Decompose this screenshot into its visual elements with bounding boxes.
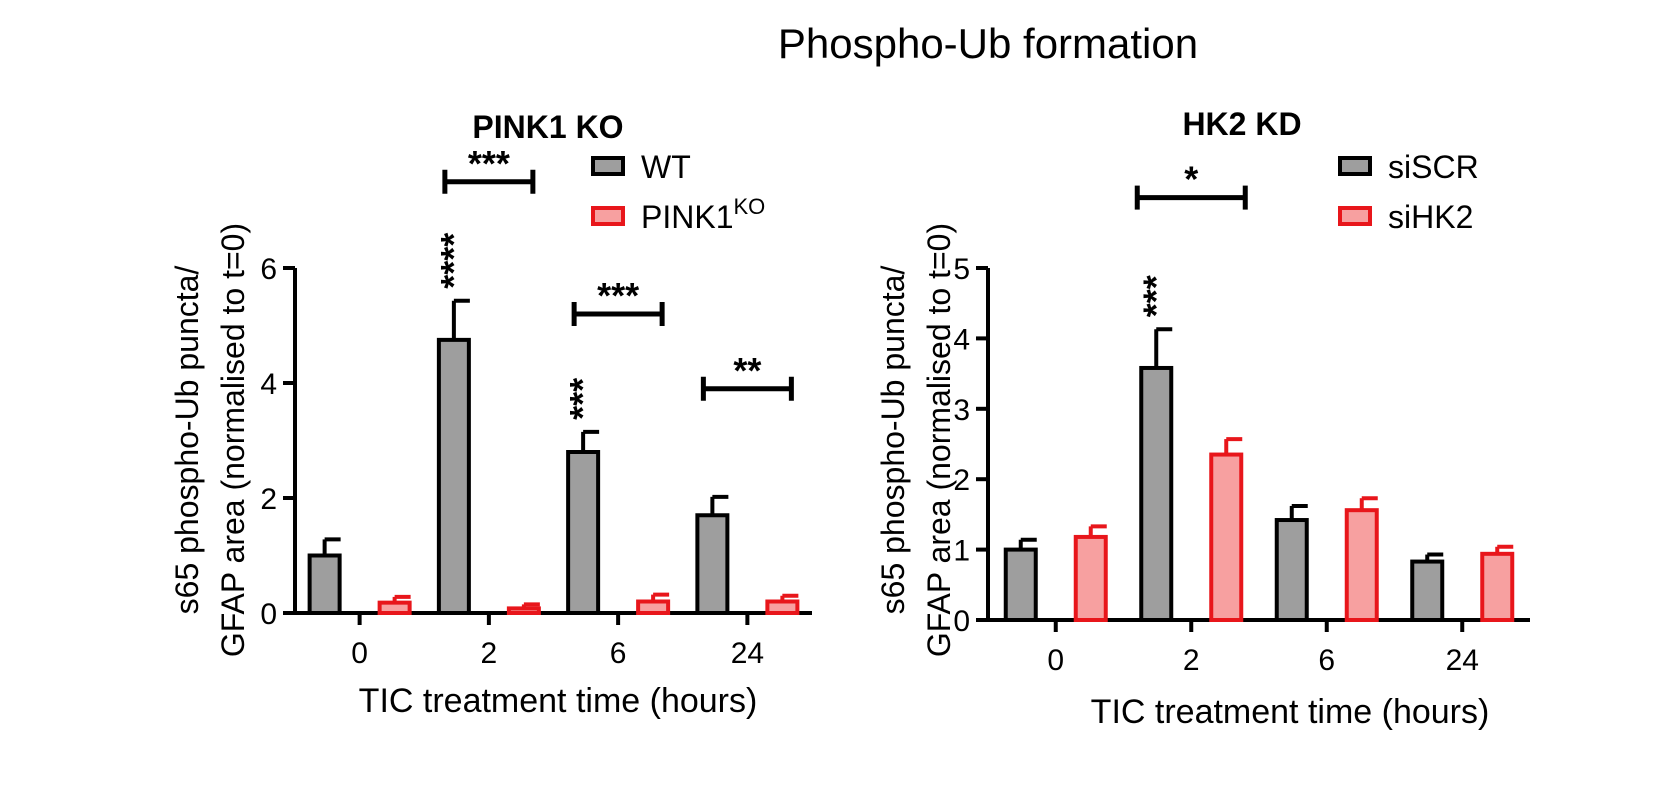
bar-wt-0 bbox=[307, 553, 342, 615]
bar-pink1-24 bbox=[765, 599, 800, 615]
significance-stars-vertical: *** bbox=[1135, 275, 1176, 317]
bar-sihk2-24 bbox=[1480, 551, 1515, 622]
chart-title: HK2 KD bbox=[1182, 106, 1301, 142]
bar-siscr-24 bbox=[1410, 559, 1445, 622]
x-tick-label: 24 bbox=[731, 637, 764, 670]
chart-pink1-ko: PINK1 KO s65 phospho-Ub puncta/GFAP area … bbox=[169, 109, 812, 720]
bar-sihk2-2 bbox=[1209, 452, 1244, 622]
bar-siscr-6 bbox=[1274, 518, 1309, 622]
y-tick-label: 4 bbox=[953, 323, 970, 356]
legend-swatch bbox=[591, 206, 625, 226]
significance-stars: *** bbox=[597, 275, 639, 316]
bar-wt-24 bbox=[695, 513, 730, 615]
significance-stars-vertical: *** bbox=[562, 378, 603, 420]
y-tick-label: 3 bbox=[953, 394, 970, 427]
x-axis-label: TIC treatment time (hours) bbox=[1091, 693, 1490, 731]
y-axis-label-line1: s65 phospho-Ub puncta/ bbox=[169, 266, 205, 615]
y-tick-label: 0 bbox=[260, 598, 277, 631]
bar-sihk2-0 bbox=[1073, 534, 1108, 622]
y-axis-label-line2: GFAP area (normalised to t=0) bbox=[921, 223, 957, 657]
y-axis-label-line2: GFAP area (normalised to t=0) bbox=[215, 223, 251, 657]
significance-stars: *** bbox=[468, 143, 510, 184]
chart-title: PINK1 KO bbox=[472, 109, 623, 145]
y-tick-label: 6 bbox=[260, 253, 277, 286]
bar-wt-2 bbox=[436, 337, 471, 615]
x-tick-label: 6 bbox=[610, 637, 627, 670]
x-tick-label: 2 bbox=[481, 637, 498, 670]
bar-pink1-6 bbox=[636, 599, 671, 615]
y-tick-label: 5 bbox=[953, 253, 970, 286]
x-tick-label: 0 bbox=[351, 637, 368, 670]
legend-swatch bbox=[591, 156, 625, 176]
y-tick-label: 4 bbox=[260, 368, 277, 401]
legend-label-siscr: siSCR bbox=[1388, 149, 1479, 185]
significance-stars: ** bbox=[733, 350, 761, 391]
bar-pink1-0 bbox=[377, 600, 412, 616]
x-tick-label: 24 bbox=[1446, 644, 1479, 677]
chart-hk2-kd: HK2 KD s65 phospho-Ub puncta/GFAP area (n… bbox=[875, 106, 1530, 731]
y-axis-label-line1: s65 phospho-Ub puncta/ bbox=[875, 266, 911, 615]
figure-title: Phospho-Ub formation bbox=[778, 20, 1198, 67]
bar-pink1-2 bbox=[506, 606, 541, 616]
bar-wt-6 bbox=[566, 450, 601, 615]
legend-swatch bbox=[1338, 206, 1372, 226]
x-tick-label: 6 bbox=[1318, 644, 1335, 677]
significance-stars: * bbox=[1184, 159, 1198, 200]
bar-sihk2-6 bbox=[1344, 508, 1379, 622]
bar-siscr-2 bbox=[1139, 365, 1174, 622]
y-tick-label: 0 bbox=[953, 605, 970, 638]
x-tick-label: 2 bbox=[1183, 644, 1200, 677]
legend-label-wt: WT bbox=[641, 149, 691, 185]
x-tick-label: 0 bbox=[1047, 644, 1064, 677]
bar-siscr-0 bbox=[1003, 547, 1038, 622]
legend-swatch bbox=[1338, 156, 1372, 176]
y-tick-label: 2 bbox=[953, 464, 970, 497]
legend-label-pink1: PINK1KO bbox=[641, 194, 765, 235]
y-tick-label: 1 bbox=[953, 535, 970, 568]
x-axis-label: TIC treatment time (hours) bbox=[359, 682, 758, 720]
significance-stars-vertical: **** bbox=[433, 233, 474, 289]
y-tick-label: 2 bbox=[260, 483, 277, 516]
legend-label-sihk2: siHK2 bbox=[1388, 199, 1473, 235]
